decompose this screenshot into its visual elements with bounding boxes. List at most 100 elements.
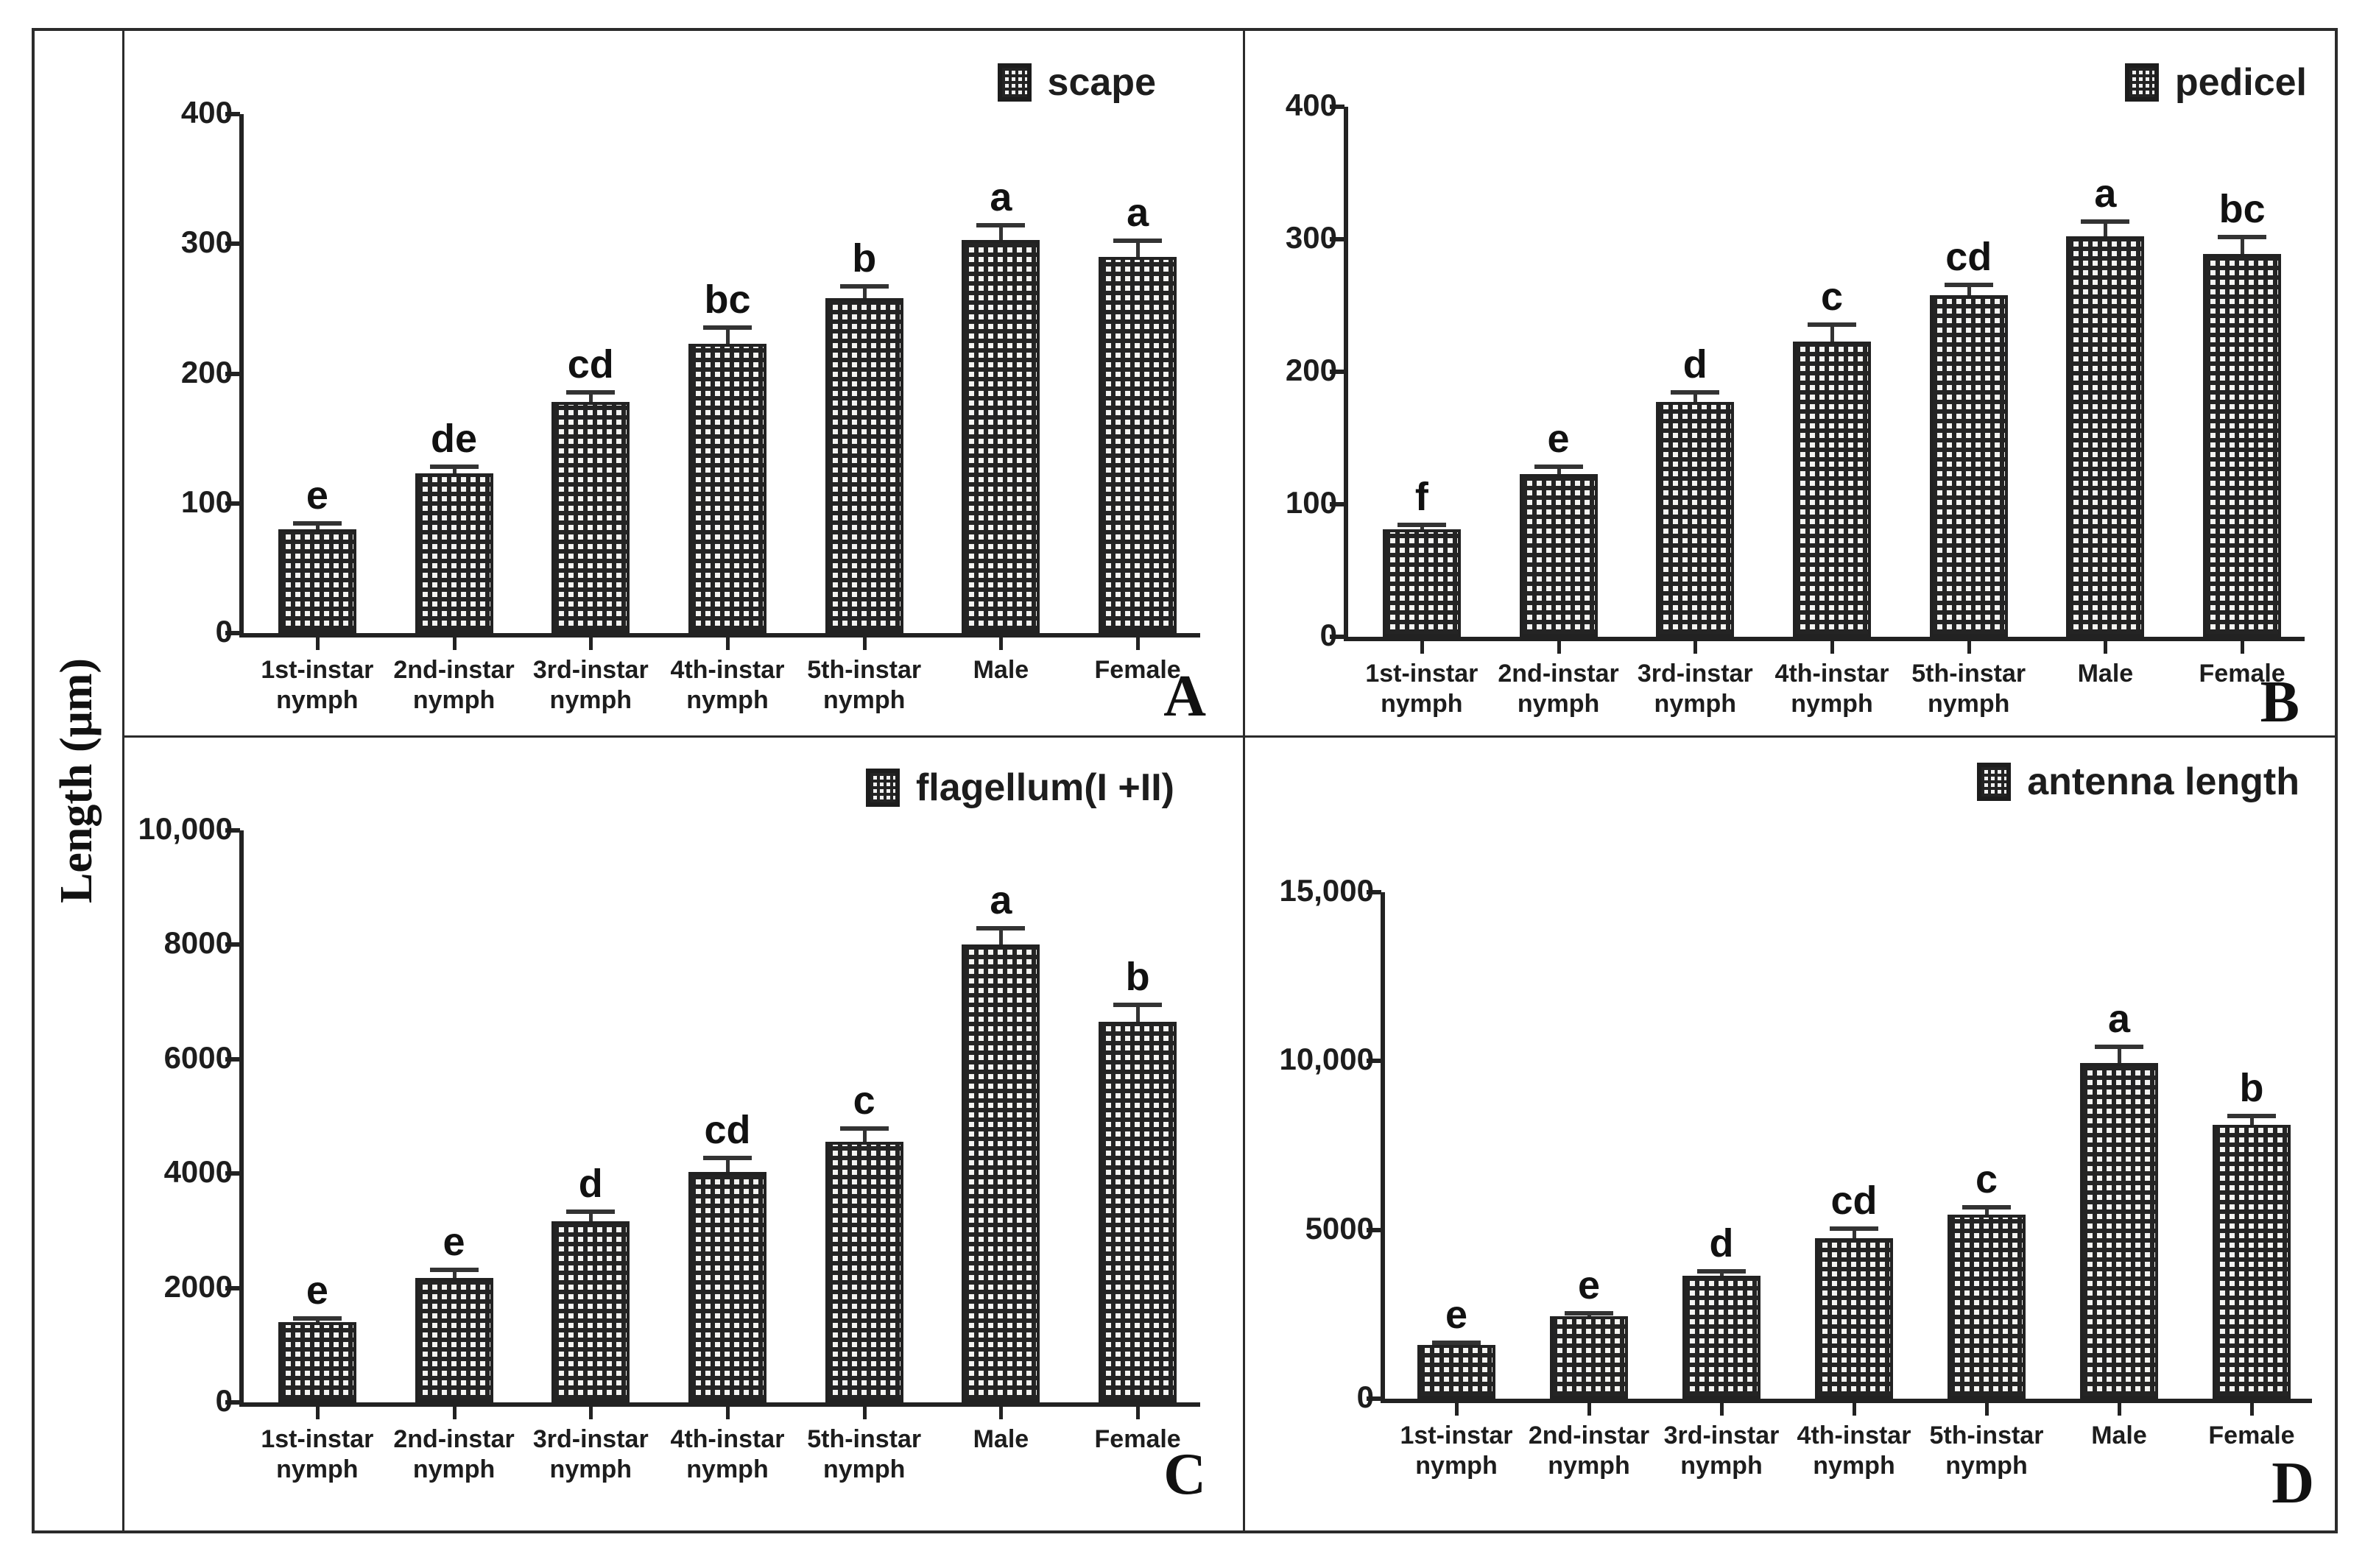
bar — [2203, 253, 2282, 637]
bar — [1656, 402, 1735, 637]
error-bar-cap — [429, 1267, 479, 1272]
x-axis-line — [239, 633, 1200, 638]
legend: antenna length — [1977, 760, 2299, 804]
x-axis-tick — [2118, 1403, 2121, 1416]
y-axis-tick-label: 4000 — [163, 1154, 233, 1190]
y-axis-tick-label: 0 — [1356, 1380, 1374, 1414]
y-axis-tick — [1367, 1396, 1381, 1401]
error-bar-cap — [2227, 1113, 2276, 1118]
x-axis-tick — [315, 638, 320, 650]
significance-letter: d — [1682, 342, 1707, 386]
y-axis-tick — [1330, 105, 1344, 109]
bar — [2080, 1062, 2158, 1399]
significance-letter: e — [1577, 1263, 1601, 1308]
x-category-label: 5th-instar nymph — [1929, 1422, 2044, 1480]
panel-A-scape: scape 400 300 200 100 0 e 1st-instar nymph de 2n… — [124, 28, 1244, 736]
error-bar-cap — [1113, 1003, 1163, 1008]
bar — [1099, 1022, 1177, 1402]
significance-letter: e — [1547, 416, 1570, 461]
bar — [2213, 1125, 2291, 1399]
y-axis-tick — [225, 112, 240, 116]
plot-area-D: 15,000 10,000 5000 0 e 1st-instar nymph e 2nd-i… — [1244, 736, 2338, 1533]
error-bar-stem — [1830, 324, 1834, 342]
vertical-divider-line — [1243, 28, 1245, 1533]
significance-letter: cd — [1945, 235, 1992, 280]
x-axis-tick — [1853, 1403, 1856, 1416]
x-axis-tick — [589, 1407, 593, 1419]
error-bar-stem — [862, 1128, 867, 1143]
error-bar-cap — [1671, 390, 1720, 395]
error-bar-stem — [452, 465, 457, 474]
bar — [1948, 1215, 2026, 1399]
x-category-label: 3rd-instar nymph — [1663, 1422, 1780, 1480]
error-bar-stem — [1557, 465, 1561, 474]
error-bar-cap — [1565, 1311, 1613, 1316]
y-axis-line — [1381, 892, 1385, 1399]
x-axis-tick — [999, 638, 1004, 650]
x-axis-tick — [1136, 1407, 1141, 1419]
strip-divider-line — [122, 28, 124, 1533]
plot-area-B: 400 300 200 100 0 f 1st-instar nymph e 2nd-insta… — [1244, 28, 2338, 736]
x-axis-tick — [1967, 641, 1971, 654]
significance-letter: cd — [1830, 1179, 1878, 1223]
y-axis-tick-label: 0 — [1319, 618, 1337, 652]
x-axis-tick — [1420, 641, 1424, 654]
y-axis-tick — [1330, 502, 1344, 506]
bar — [825, 1142, 903, 1402]
error-bar-cap — [566, 390, 616, 395]
y-axis-tick — [225, 942, 240, 947]
x-category-label: 2nd-instar nymph — [393, 1425, 515, 1483]
x-axis-tick — [726, 1407, 730, 1419]
bar — [1382, 529, 1461, 637]
x-axis-tick — [1557, 641, 1561, 654]
legend-swatch-icon — [1977, 763, 2012, 801]
x-category-label: Male — [973, 1425, 1029, 1453]
bar — [278, 1322, 356, 1402]
x-category-label: 5th-instar nymph — [807, 656, 922, 714]
x-category-label: 1st-instar nymph — [261, 656, 374, 714]
error-bar-stem — [726, 327, 730, 344]
y-axis-tick-label: 15,000 — [1279, 873, 1374, 908]
x-category-label: 2nd-instar nymph — [1528, 1422, 1650, 1480]
plot-area-A: 400 300 200 100 0 e 1st-instar nymph de 2nd-inst… — [124, 28, 1244, 736]
y-axis-tick — [1330, 237, 1344, 241]
x-axis-tick — [2241, 641, 2245, 654]
legend-label: pedicel — [2174, 61, 2307, 104]
x-axis-tick — [1830, 641, 1834, 654]
y-axis-tick — [225, 501, 240, 506]
y-axis-tick-label: 6000 — [163, 1039, 233, 1075]
error-bar-stem — [1693, 392, 1698, 403]
y-axis-tick-label: 0 — [215, 614, 233, 649]
significance-letter: de — [431, 416, 478, 461]
error-bar-cap — [2218, 235, 2267, 240]
significance-letter: cd — [567, 342, 614, 387]
y-axis-tick-label: 2000 — [163, 1268, 233, 1304]
significance-letter: e — [443, 1219, 465, 1264]
x-axis-tick — [1455, 1403, 1459, 1416]
significance-letter: e — [306, 473, 328, 518]
bar — [415, 473, 493, 633]
x-axis-tick — [862, 638, 867, 650]
y-axis-tick — [225, 1285, 240, 1290]
significance-letter: cd — [704, 1108, 751, 1153]
legend-swatch-icon — [865, 769, 900, 807]
significance-letter: b — [2239, 1065, 2264, 1110]
bar — [1682, 1275, 1760, 1399]
x-axis-tick — [999, 1407, 1004, 1419]
x-axis-tick — [1136, 638, 1141, 650]
x-category-label: 5th-instar nymph — [807, 1425, 922, 1483]
error-bar-cap — [2095, 1044, 2143, 1049]
error-bar-stem — [2250, 1115, 2254, 1126]
significance-letter: c — [1975, 1156, 1998, 1201]
error-bar-cap — [703, 1156, 752, 1161]
x-axis-tick — [1693, 641, 1698, 654]
error-bar-cap — [703, 325, 752, 331]
significance-letter: bc — [2218, 187, 2266, 232]
x-category-label: 1st-instar nymph — [1400, 1422, 1513, 1480]
y-axis-tick-label: 400 — [180, 95, 233, 130]
error-bar-cap — [1830, 1226, 1878, 1232]
x-category-label: Female — [1094, 1425, 1181, 1453]
x-category-label: 4th-instar nymph — [670, 656, 785, 714]
bar — [2066, 236, 2145, 637]
